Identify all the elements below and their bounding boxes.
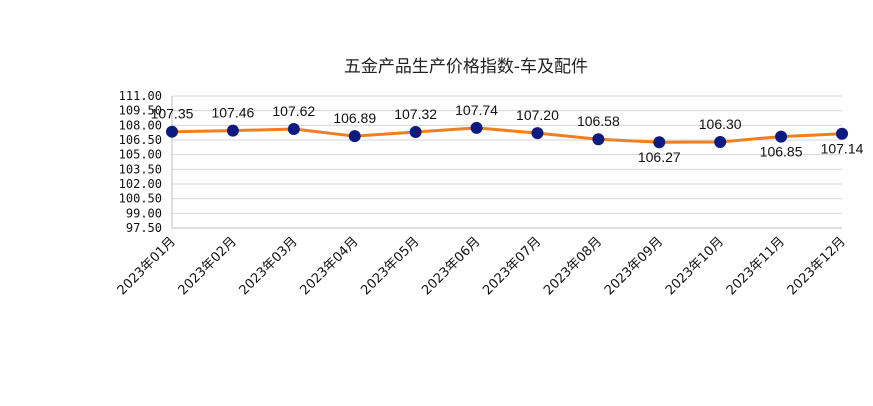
data-label: 107.14	[821, 141, 864, 157]
data-label: 107.32	[394, 106, 437, 122]
y-tick-label: 111.00	[119, 89, 162, 103]
x-tick-label: 2023年08月	[541, 234, 605, 298]
data-point-marker	[166, 125, 178, 138]
series	[166, 121, 848, 149]
data-point-marker	[470, 121, 483, 134]
x-tick-label: 2023年03月	[237, 234, 301, 298]
x-tick-label: 2023年01月	[115, 234, 179, 298]
data-label: 106.89	[333, 110, 376, 126]
y-tick-label: 105.00	[119, 148, 162, 162]
data-label: 107.20	[516, 107, 559, 123]
x-tick-label: 2023年06月	[419, 234, 483, 298]
x-tick-label: 2023年07月	[480, 234, 544, 298]
data-label: 107.62	[272, 103, 315, 119]
y-tick-label: 99.00	[126, 206, 162, 220]
x-tick-label: 2023年12月	[785, 234, 849, 298]
data-point-marker	[409, 125, 422, 138]
data-point-marker	[653, 136, 666, 149]
data-label: 107.46	[211, 105, 254, 121]
data-label: 107.35	[151, 106, 194, 122]
x-tick-label: 2023年05月	[358, 234, 422, 298]
y-tick-label: 97.50	[126, 221, 162, 235]
y-tick-label: 103.50	[119, 162, 162, 176]
data-label: 107.74	[455, 102, 498, 118]
data-point-marker	[226, 124, 239, 137]
x-tick-label: 2023年11月	[724, 234, 788, 298]
y-tick-label: 102.00	[119, 177, 162, 191]
y-tick-label: 109.50	[119, 104, 162, 118]
x-tick-label: 2023年09月	[602, 234, 666, 298]
data-point-marker	[836, 127, 848, 140]
data-point-marker	[592, 133, 605, 146]
data-point-marker	[531, 127, 544, 140]
x-tick-label: 2023年04月	[297, 234, 361, 298]
y-tick-label: 106.50	[119, 133, 162, 147]
data-label: 106.30	[699, 116, 742, 132]
data-label: 106.85	[760, 144, 803, 160]
chart-title: 五金产品生产价格指数-车及配件	[344, 57, 588, 77]
data-point-marker	[714, 135, 727, 148]
data-point-marker	[287, 123, 300, 136]
data-point-marker	[775, 130, 788, 143]
x-tick-label: 2023年02月	[176, 234, 240, 298]
y-tick-label: 100.50	[119, 192, 162, 206]
data-label: 106.58	[577, 113, 620, 129]
y-tick-label: 108.00	[119, 118, 162, 132]
data-labels: 107.35 107.46 107.62 106.89 107.32 107.74 107.…	[151, 102, 864, 165]
series-line	[171, 126, 843, 144]
data-point-marker	[348, 130, 361, 143]
data-label: 106.27	[638, 149, 681, 165]
x-tick-label: 2023年10月	[663, 234, 727, 298]
